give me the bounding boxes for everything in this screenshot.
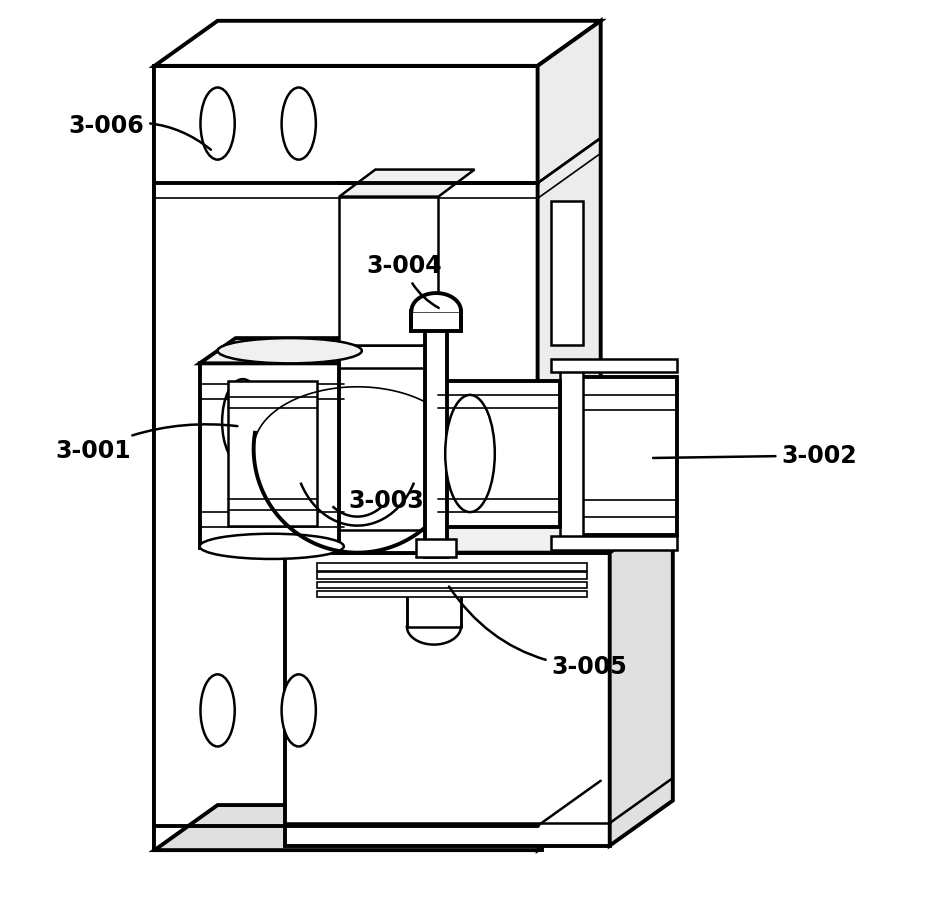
Polygon shape (317, 590, 588, 597)
Polygon shape (154, 66, 538, 850)
Polygon shape (228, 381, 317, 526)
Polygon shape (412, 311, 461, 331)
Ellipse shape (200, 674, 235, 746)
Ellipse shape (222, 379, 263, 464)
Polygon shape (560, 366, 583, 543)
Polygon shape (154, 66, 542, 850)
Polygon shape (425, 318, 447, 557)
Text: 3-004: 3-004 (367, 254, 442, 308)
Polygon shape (578, 377, 678, 534)
Polygon shape (317, 581, 588, 588)
Polygon shape (285, 508, 673, 552)
Ellipse shape (200, 87, 235, 160)
Polygon shape (339, 197, 438, 346)
Polygon shape (339, 170, 475, 197)
Text: 3-005: 3-005 (449, 587, 627, 679)
Polygon shape (551, 359, 678, 373)
Ellipse shape (199, 533, 344, 559)
Text: 3-003: 3-003 (349, 489, 424, 512)
Ellipse shape (217, 338, 362, 364)
Polygon shape (285, 552, 610, 845)
Polygon shape (538, 21, 601, 850)
Ellipse shape (282, 674, 316, 746)
Polygon shape (199, 364, 344, 548)
Polygon shape (317, 563, 588, 571)
Polygon shape (317, 572, 588, 579)
Polygon shape (154, 21, 601, 66)
Polygon shape (407, 593, 461, 627)
Text: 3-001: 3-001 (55, 424, 238, 463)
Polygon shape (551, 536, 678, 550)
Polygon shape (415, 539, 457, 557)
Polygon shape (199, 338, 380, 364)
Ellipse shape (282, 87, 316, 160)
Text: 3-002: 3-002 (653, 444, 856, 467)
Polygon shape (551, 201, 583, 346)
Polygon shape (610, 508, 673, 845)
Ellipse shape (446, 395, 494, 512)
Text: 3-006: 3-006 (69, 114, 211, 150)
Polygon shape (154, 805, 601, 850)
Polygon shape (339, 346, 438, 552)
Polygon shape (438, 381, 560, 527)
